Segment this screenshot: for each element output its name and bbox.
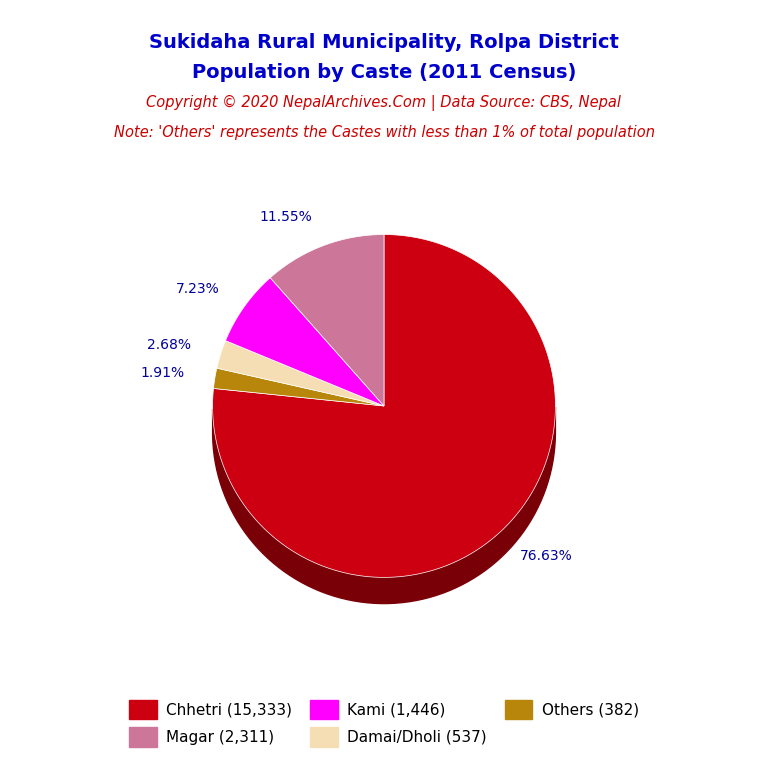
Polygon shape [217,341,384,406]
Text: 76.63%: 76.63% [519,549,572,563]
Text: Note: 'Others' represents the Castes with less than 1% of total population: Note: 'Others' represents the Castes wit… [114,124,654,140]
Polygon shape [270,234,384,406]
Polygon shape [213,234,555,578]
Text: 7.23%: 7.23% [175,282,219,296]
Polygon shape [226,278,384,406]
Text: Population by Caste (2011 Census): Population by Caste (2011 Census) [192,64,576,82]
Text: 2.68%: 2.68% [147,338,191,352]
Polygon shape [214,368,384,406]
Legend: Chhetri (15,333), Magar (2,311), Kami (1,446), Damai/Dholi (537), Others (382): Chhetri (15,333), Magar (2,311), Kami (1… [123,694,645,753]
Text: 11.55%: 11.55% [260,210,313,223]
Text: 1.91%: 1.91% [141,366,184,380]
Text: Copyright © 2020 NepalArchives.Com | Data Source: CBS, Nepal: Copyright © 2020 NepalArchives.Com | Dat… [147,95,621,111]
Polygon shape [213,407,555,604]
Text: Sukidaha Rural Municipality, Rolpa District: Sukidaha Rural Municipality, Rolpa Distr… [149,33,619,51]
